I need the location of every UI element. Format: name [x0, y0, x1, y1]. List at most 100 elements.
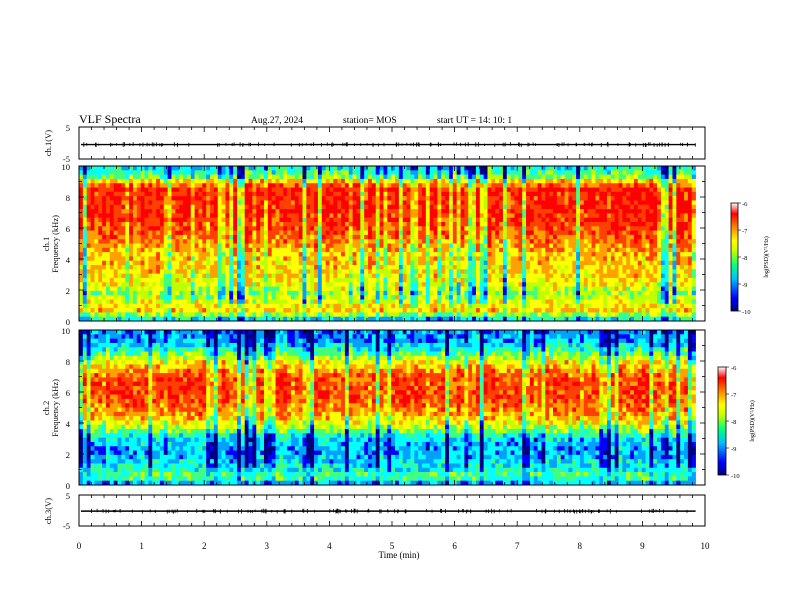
ch1-spectrogram-cell	[229, 230, 234, 236]
ch1-spectrogram-cell	[499, 269, 504, 274]
ch1-spectrogram-cell	[475, 209, 481, 214]
ch1-spectrogram-cell	[294, 196, 299, 201]
ch1-spectrogram-cell	[79, 252, 84, 257]
ch1-spectrogram-cell	[395, 282, 400, 287]
ch1-spectrogram-cell	[90, 295, 95, 300]
ch1-spectrogram-cell	[518, 273, 523, 279]
ch1-spectrogram-cell	[98, 290, 103, 296]
ch1-spectrogram-cell	[383, 191, 388, 197]
ch1-spectrogram-cell	[202, 204, 207, 210]
ch1-spectrogram-cell	[129, 191, 134, 197]
ch1-spectrogram-cell	[105, 209, 111, 214]
ch1-spectrogram-cell	[418, 217, 423, 223]
ch1-spectrogram-cell	[129, 239, 134, 244]
ch1-spectrogram-cell	[445, 308, 450, 313]
ch1-spectrogram-cell	[121, 303, 126, 309]
ch1-spectrogram-cell	[275, 277, 280, 283]
ch1-spectrogram-cell	[514, 308, 519, 313]
ch1-spectrogram-cell	[186, 308, 192, 313]
ch1-spectrogram-cell	[302, 265, 307, 270]
ch1-spectrogram-cell	[233, 230, 238, 236]
ch1-spectrogram-cell	[568, 303, 573, 309]
ch1-spectrogram-cell	[267, 196, 272, 201]
ch1-spectrogram-cell	[483, 247, 488, 253]
ch1-spectrogram-cell	[460, 303, 465, 309]
ch1-spectrogram-cell	[117, 273, 122, 279]
ch1-spectrogram-cell	[152, 221, 157, 227]
ch1-spectrogram-cell	[529, 230, 535, 236]
ch1-spectrogram-cell	[310, 286, 315, 292]
ch1-spectrogram-cell	[502, 239, 508, 244]
ch1-spectrogram-cell	[491, 282, 496, 287]
ch1-spectrogram-cell	[290, 204, 296, 210]
ch1-spectrogram-cell	[233, 290, 238, 296]
ch1-spectrogram-cell	[406, 299, 411, 305]
ch1-spectrogram-cell	[356, 204, 361, 210]
ch1-spectrogram-cell	[529, 183, 535, 188]
ch1-spectrogram-cell	[495, 286, 500, 292]
ch1-spectrogram-cell	[472, 295, 477, 300]
ch1-spectrogram-cell	[179, 316, 184, 322]
ch1-spectrogram-cell	[379, 209, 384, 214]
ch1-spectrogram-cell	[344, 290, 350, 296]
ch1-spectrogram-cell	[418, 312, 423, 317]
ch1-spectrogram-cell	[406, 243, 411, 249]
ch1-spectrogram-cell	[553, 282, 558, 287]
ch1-spectrogram-cell	[263, 286, 269, 292]
ch1-spectrogram-cell	[541, 226, 546, 231]
ch1-spectrogram-cell	[475, 286, 481, 292]
ch1-spectrogram-cell	[383, 282, 388, 287]
ch1-spectrogram-cell	[298, 226, 303, 231]
ch1-spectrogram-cell	[102, 174, 107, 180]
ch1-spectrogram-cell	[529, 252, 535, 257]
ch1-spectrogram-cell	[387, 282, 392, 287]
ch1-spectrogram-cell	[479, 200, 484, 206]
ch1-spectrogram-cell	[152, 196, 157, 201]
ch1-spectrogram-cell	[429, 299, 434, 305]
ch1-spectrogram-cell	[475, 178, 481, 184]
ch1-spectrogram-cell	[310, 183, 315, 188]
ch1-spectrogram-cell	[109, 260, 114, 266]
ch1-spectrogram-cell	[287, 243, 292, 249]
ch1-spectrogram-cell	[580, 226, 585, 231]
ch1-spectrogram-cell	[86, 312, 91, 317]
ch1-spectrogram-cell	[198, 204, 203, 210]
ch1-spectrogram-cell	[433, 221, 438, 227]
ch1-spectrogram-cell	[437, 226, 442, 231]
ch1-spectrogram-cell	[368, 166, 373, 171]
ch1-spectrogram-cell	[541, 213, 546, 218]
ch1-spectrogram-cell	[549, 247, 554, 253]
ch1-spectrogram-cell	[352, 178, 357, 184]
ch1-spectrogram-cell	[321, 282, 326, 287]
ch1-spectrogram-cell	[456, 226, 461, 231]
ch1-spectrogram-cell	[526, 243, 531, 249]
ch1-spectrogram-cell	[279, 299, 284, 305]
ch1-spectrogram-cell	[425, 260, 430, 266]
ch1-spectrogram-cell	[79, 303, 84, 309]
ch1-spectrogram-cell	[518, 196, 523, 201]
ch1-spectrogram-cell	[183, 269, 188, 274]
ch1-spectrogram-cell	[572, 290, 577, 296]
ch1-spectrogram-cell	[275, 234, 280, 240]
ch1-spectrogram-cell	[171, 234, 176, 240]
ch1-spectrogram-cell	[306, 273, 311, 279]
ch1-spectrogram-cell	[410, 166, 415, 171]
ch1-spectrogram-cell	[495, 196, 500, 201]
ch1-spectrogram-cell	[125, 217, 130, 223]
ch1-spectrogram-cell	[506, 204, 511, 210]
ch1-spectrogram-cell	[329, 174, 334, 180]
ch1-spectrogram-cell	[371, 166, 377, 171]
ch1-spectrogram-cell	[140, 247, 145, 253]
ch1-spectrogram-cell	[452, 295, 457, 300]
ch1-spectrogram-cell	[244, 247, 249, 253]
ch1-spectrogram-cell	[333, 217, 338, 223]
ch1-spectrogram-cell	[348, 282, 353, 287]
ch1-spectrogram-cell	[287, 303, 292, 309]
ch1-spectrogram-cell	[418, 178, 423, 184]
ch1-spectrogram-cell	[90, 166, 95, 171]
ch1-spectrogram-cell	[163, 178, 168, 184]
ch1-spectrogram-cell	[82, 299, 87, 305]
ch1-spectrogram-cell	[499, 252, 504, 257]
ch1-spectrogram-cell	[221, 316, 226, 322]
ch1-spectrogram-cell	[533, 200, 538, 206]
